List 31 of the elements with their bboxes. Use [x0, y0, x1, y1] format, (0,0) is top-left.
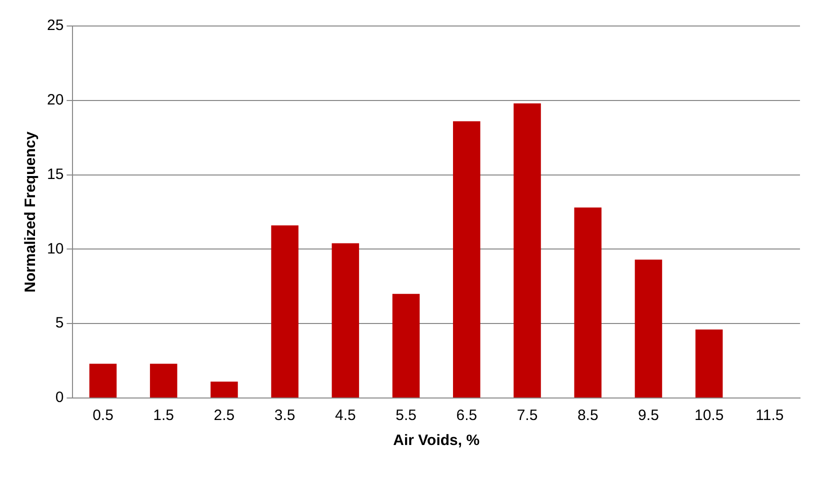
- y-tick-label: 0: [55, 389, 64, 406]
- bar: [392, 294, 420, 398]
- bar: [514, 103, 541, 398]
- x-tick-label: 6.5: [456, 407, 478, 424]
- x-tick-label: 4.5: [335, 407, 356, 424]
- x-tick-label: 0.5: [92, 407, 114, 424]
- y-tick-label: 5: [55, 314, 64, 332]
- x-tick-label: 7.5: [516, 407, 538, 424]
- x-tick-label: 11.5: [756, 407, 784, 424]
- bar: [210, 382, 238, 398]
- bar: [89, 364, 117, 398]
- x-tick-label: 1.5: [153, 407, 174, 424]
- x-tick-label: 10.5: [694, 407, 724, 424]
- bar: [271, 225, 298, 398]
- y-tick-label: 25: [46, 17, 64, 34]
- y-tick-label: 20: [46, 92, 64, 109]
- bar: [634, 260, 662, 398]
- x-axis-title: Air Voids, %: [393, 432, 480, 450]
- y-tick-label: 10: [46, 240, 64, 258]
- bar: [695, 330, 723, 398]
- x-tick-label: 8.5: [577, 407, 598, 424]
- bar: [150, 364, 178, 398]
- y-axis-title: Normalized Frequency: [22, 130, 40, 292]
- x-tick-label: 5.5: [396, 407, 416, 424]
- x-tick-label: 3.5: [274, 407, 296, 424]
- y-tick-label: 15: [46, 166, 64, 183]
- bar: [453, 121, 480, 398]
- x-tick-label: 9.5: [638, 407, 659, 424]
- x-tick-label: 2.5: [214, 407, 235, 424]
- bar: [574, 208, 602, 398]
- bar: [332, 243, 360, 398]
